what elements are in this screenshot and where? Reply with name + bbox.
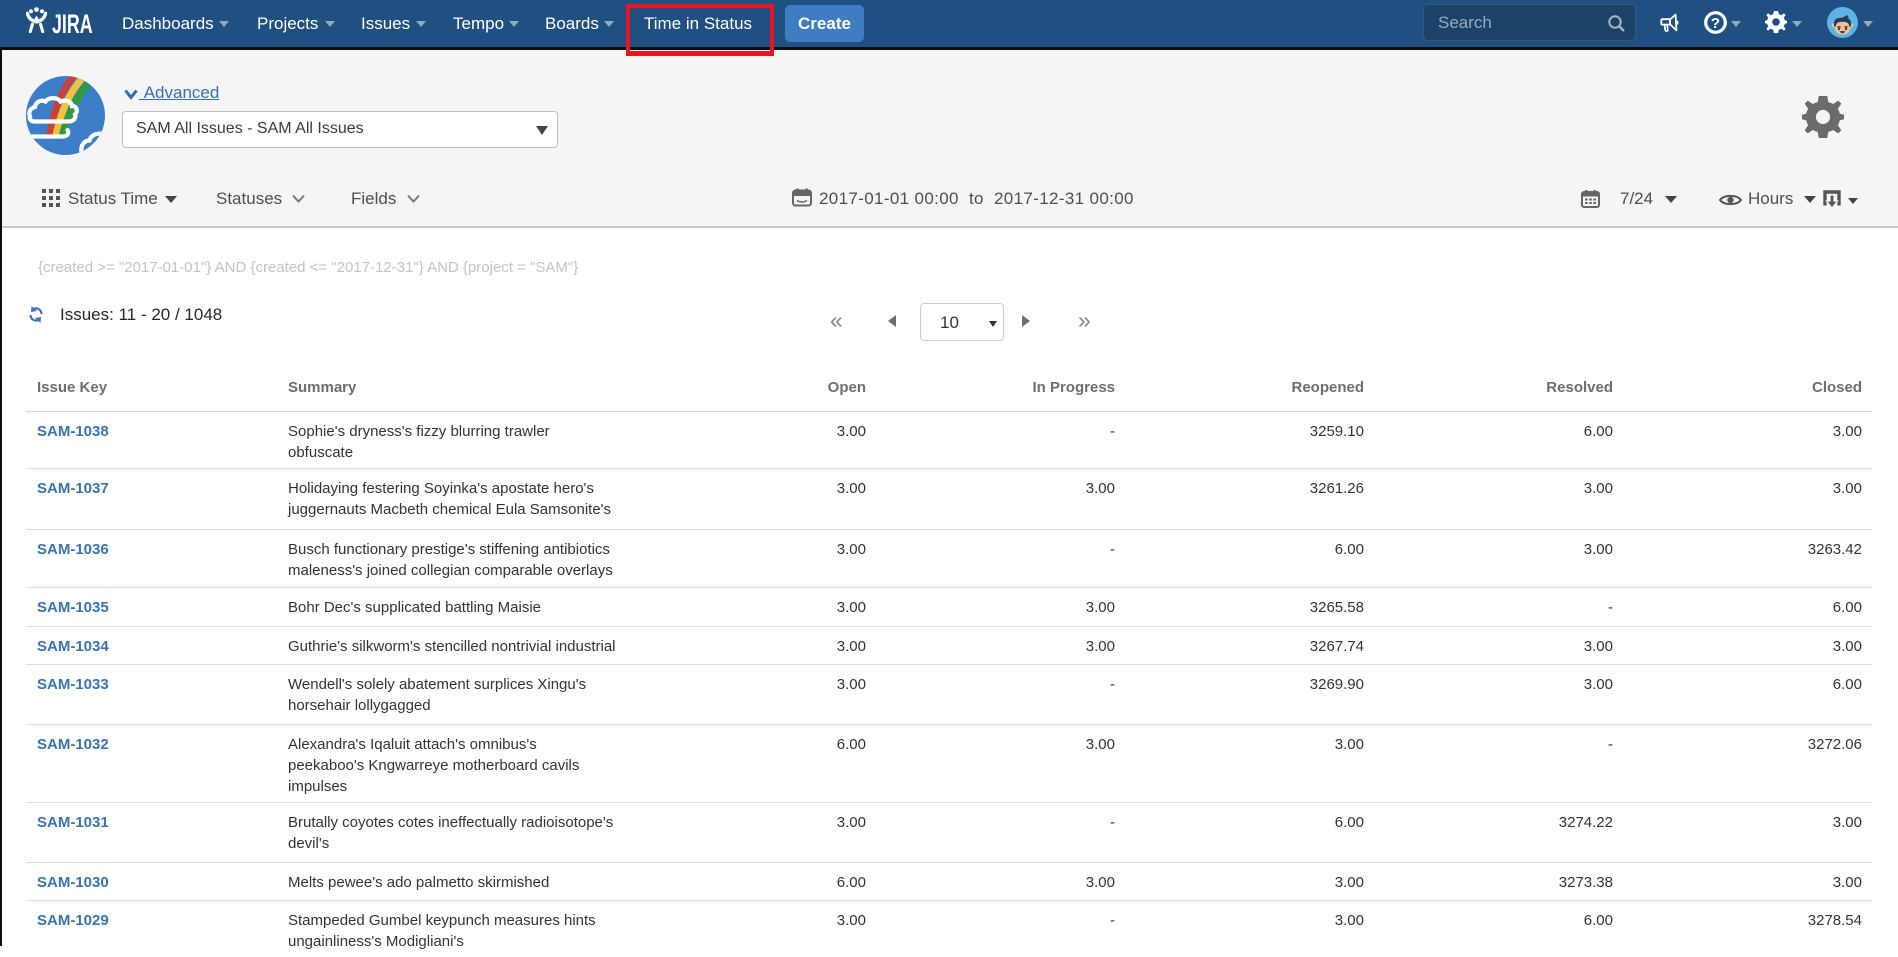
svg-text:?: ? — [1711, 15, 1720, 32]
